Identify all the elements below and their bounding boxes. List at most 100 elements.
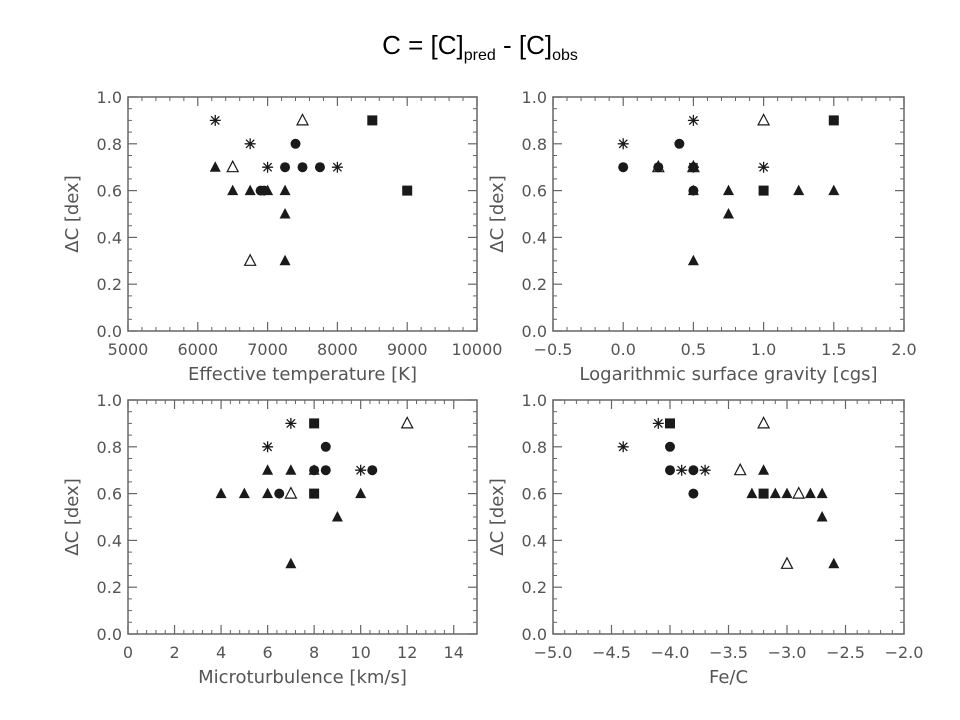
- marker-filled-triangle: [804, 487, 816, 499]
- marker-filled-triangle: [227, 184, 239, 196]
- marker-circle: [320, 465, 331, 476]
- marker-asterisk: [676, 464, 688, 476]
- marker-square: [758, 488, 769, 499]
- x-tick-label: 8000: [317, 340, 358, 359]
- x-tick-label: −3.0: [768, 643, 807, 662]
- marker-open-triangle: [243, 253, 257, 266]
- marker-filled-triangle: [279, 208, 291, 219]
- marker-asterisk: [331, 161, 343, 173]
- marker-open-triangle: [780, 556, 794, 569]
- x-axis-label: Logarithmic surface gravity [cgs]: [579, 364, 877, 385]
- scatter-panel: −5.0 −4.5 −4.0 −3.5 −3.0 −2.5 −2.0 0.0 0.2 0.4 0.6…: [487, 391, 923, 688]
- title-mid: - [C]: [495, 30, 553, 60]
- y-tick-label: 0.2: [97, 275, 122, 294]
- x-tick-label: −3.5: [709, 643, 748, 662]
- y-axis-label: ΔC [dex]: [487, 478, 508, 555]
- marker-circle: [314, 162, 325, 173]
- marker-open-triangle: [226, 159, 240, 173]
- marker-filled-triangle: [746, 487, 758, 499]
- x-tick-label: 14: [444, 643, 464, 662]
- y-tick-label: 0.6: [522, 182, 547, 201]
- x-tick-label: 6000: [177, 340, 218, 359]
- marker-filled-triangle: [279, 184, 291, 196]
- y-tick-label: 0.8: [97, 438, 122, 457]
- x-tick-label: 7000: [247, 340, 288, 359]
- y-tick-label: 0.2: [522, 578, 547, 597]
- marker-filled-triangle: [816, 487, 828, 499]
- marker-filled-triangle: [758, 464, 770, 475]
- y-tick-label: 0.8: [522, 438, 547, 457]
- marker-filled-triangle: [262, 487, 274, 499]
- marker-filled-triangle: [209, 161, 221, 172]
- marker-square: [309, 418, 320, 429]
- x-tick-label: 1.5: [821, 340, 846, 359]
- x-tick-label: −2.5: [826, 643, 865, 662]
- marker-asterisk: [355, 464, 367, 476]
- marker-circle: [674, 138, 685, 149]
- y-tick-label: 0.4: [97, 531, 122, 550]
- marker-filled-triangle: [723, 208, 734, 219]
- y-axis-label: ΔC [dex]: [62, 175, 83, 252]
- title-sub-obs: obs: [552, 47, 578, 65]
- marker-circle: [320, 441, 331, 452]
- marker-square: [758, 185, 769, 196]
- x-tick-label: 10: [350, 643, 370, 662]
- marker-asterisk: [652, 417, 664, 429]
- x-tick-label: 8: [309, 643, 319, 662]
- y-tick-label: 0.4: [522, 531, 547, 550]
- marker-square: [665, 418, 675, 429]
- marker-open-triangle: [757, 416, 771, 429]
- marker-filled-triangle: [215, 487, 227, 499]
- y-tick-label: 0.8: [522, 135, 547, 154]
- y-tick-label: 0.0: [522, 322, 547, 341]
- y-tick-label: 1.0: [522, 88, 547, 107]
- marker-asterisk: [617, 441, 629, 453]
- y-tick-label: 0.0: [97, 322, 122, 341]
- x-tick-label: −5.0: [534, 643, 573, 662]
- figure-title: C = [C]pred - [C]obs: [0, 30, 960, 65]
- marker-filled-triangle: [262, 464, 274, 475]
- scatter-panel: 5000 6000 7000 8000 9000 10000 0.0 0.2 0.4 0.6 0.8…: [62, 88, 502, 385]
- marker-filled-triangle: [331, 511, 343, 522]
- marker-square: [402, 185, 413, 196]
- marker-circle: [367, 465, 378, 476]
- x-tick-label: 4: [216, 643, 226, 662]
- marker-filled-triangle: [687, 254, 699, 266]
- plot-frame: [127, 96, 478, 332]
- x-tick-label: −2.0: [885, 643, 924, 662]
- marker-circle: [280, 162, 291, 173]
- x-axis-label: Effective temperature [K]: [188, 364, 417, 385]
- marker-circle: [618, 162, 629, 173]
- marker-asterisk: [262, 441, 274, 453]
- y-tick-label: 0.2: [97, 578, 122, 597]
- x-axis-label: Fe/C: [709, 667, 748, 688]
- scatter-panel: −0.5 0.0 0.5 1.0 1.5 2.00.00.20.40.60.81.0Log…: [487, 88, 917, 385]
- x-tick-label: 1.0: [751, 340, 776, 359]
- marker-open-triangle: [757, 113, 771, 126]
- marker-filled-triangle: [687, 184, 699, 196]
- marker-filled-triangle: [816, 511, 828, 522]
- marker-square: [309, 488, 320, 499]
- marker-circle: [665, 465, 675, 476]
- marker-filled-triangle: [828, 184, 840, 196]
- x-tick-label: 12: [397, 643, 417, 662]
- x-tick-label: 6: [263, 643, 273, 662]
- y-tick-label: 0.0: [97, 625, 122, 644]
- y-tick-label: 0.6: [97, 182, 122, 201]
- marker-filled-triangle: [244, 184, 256, 196]
- marker-asterisk: [262, 161, 274, 173]
- x-tick-label: −4.5: [592, 643, 631, 662]
- marker-circle: [274, 488, 285, 499]
- x-tick-label: 5000: [108, 340, 149, 359]
- y-tick-label: 0.6: [522, 485, 547, 504]
- marker-square: [367, 115, 378, 126]
- y-tick-label: 0.4: [522, 228, 547, 247]
- plot-frame: [552, 399, 905, 635]
- y-tick-label: 0.2: [522, 275, 547, 294]
- marker-asterisk: [758, 161, 770, 173]
- x-tick-label: 2.0: [891, 340, 916, 359]
- marker-filled-triangle: [308, 464, 320, 475]
- y-tick-label: 0.8: [97, 135, 122, 154]
- y-tick-label: 0.0: [522, 625, 547, 644]
